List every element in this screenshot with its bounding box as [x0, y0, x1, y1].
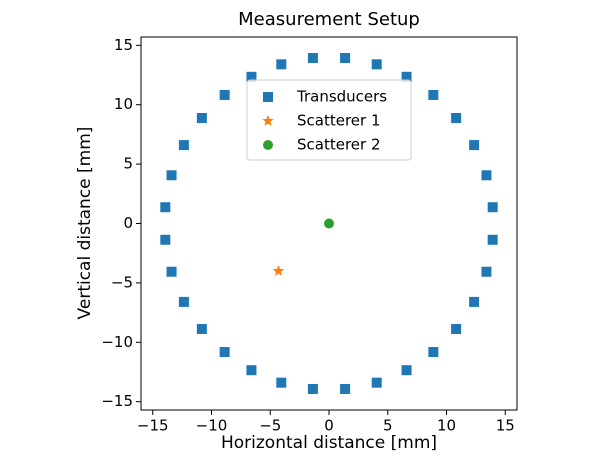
chart-title: Measurement Setup: [238, 9, 420, 30]
square-marker: [401, 71, 412, 82]
y-tick-label: −15: [101, 392, 133, 410]
square-marker: [219, 89, 230, 100]
square-marker: [371, 377, 382, 388]
square-marker: [160, 234, 171, 245]
y-tick-label: 0: [123, 214, 133, 232]
square-marker: [481, 170, 492, 181]
square-marker: [196, 323, 207, 334]
square-marker: [401, 365, 412, 376]
square-marker: [340, 383, 351, 394]
x-tick-label: 10: [437, 417, 456, 435]
square-marker: [451, 113, 462, 124]
square-marker: [196, 113, 207, 124]
y-tick-label: −5: [111, 273, 133, 291]
legend-box: [246, 79, 412, 161]
x-tick-label: 5: [383, 417, 393, 435]
x-tick-label: 15: [496, 417, 515, 435]
legend-marker: [262, 115, 274, 126]
y-tick-label: 5: [123, 155, 133, 173]
square-marker: [469, 296, 480, 307]
x-tick-label: −5: [259, 417, 281, 435]
circle-marker: [324, 218, 334, 229]
legend-marker: [263, 140, 273, 150]
square-marker: [276, 377, 287, 388]
square-marker: [307, 53, 318, 64]
square-marker: [219, 347, 230, 358]
square-marker: [178, 140, 189, 151]
legend-marker: [263, 92, 273, 102]
square-marker: [276, 59, 287, 70]
y-axis-label: Vertical distance [mm]: [75, 127, 95, 320]
square-marker: [246, 365, 257, 376]
square-marker: [166, 170, 177, 181]
x-axis-label: Horizontal distance [mm]: [221, 433, 437, 453]
y-tick-label: 15: [114, 36, 133, 54]
y-tick-label: 10: [114, 95, 133, 113]
y-tick-label: −10: [101, 333, 133, 351]
square-marker: [246, 71, 257, 82]
legend-label: Transducers: [296, 88, 387, 106]
star-marker: [272, 265, 285, 276]
x-tick-label: −10: [196, 417, 228, 435]
square-marker: [481, 266, 492, 277]
square-marker: [487, 202, 498, 213]
square-marker: [451, 323, 462, 334]
x-tick-label: −15: [137, 417, 169, 435]
square-marker: [371, 59, 382, 70]
square-marker: [340, 53, 351, 64]
square-marker: [307, 383, 318, 394]
square-marker: [178, 296, 189, 307]
square-marker: [160, 202, 171, 213]
square-marker: [487, 234, 498, 245]
legend-label: Scatterer 2: [297, 136, 381, 154]
square-marker: [428, 89, 439, 100]
plot-frame: [140, 36, 518, 411]
square-marker: [469, 140, 480, 151]
square-marker: [166, 266, 177, 277]
square-marker: [428, 347, 439, 358]
legend-label: Scatterer 1: [297, 112, 381, 130]
x-tick-label: 0: [324, 417, 334, 435]
